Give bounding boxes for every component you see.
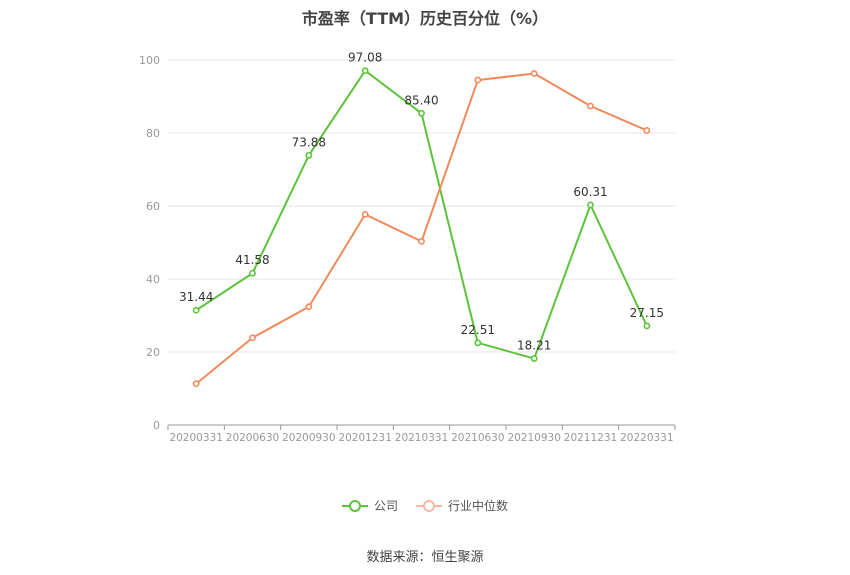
data-label-0-2: 73.88 <box>292 135 326 149</box>
data-labels: 31.44 41.58 73.88 97.08 85.40 22.51 18.21 60.31… <box>179 51 664 353</box>
series-1-point-0 <box>192 380 200 388</box>
data-label-0-4: 85.40 <box>404 93 438 107</box>
series-1-point-2 <box>305 303 313 311</box>
data-label-0-8: 27.15 <box>630 306 664 320</box>
series-1-point-5 <box>474 76 482 84</box>
series-line-1 <box>195 72 648 385</box>
chart-title: 市盈率（TTM）历史百分位（%） <box>301 9 549 28</box>
series-0-point-7 <box>587 201 594 209</box>
y-tick-label-20: 20 <box>146 346 160 359</box>
x-tick-label-20200630: 20200630 <box>226 432 279 444</box>
series-1-point-3 <box>361 210 369 218</box>
series-0-point-8 <box>643 322 651 330</box>
data-source: 数据来源：恒生聚源 <box>366 550 484 565</box>
series-0-point-6 <box>530 355 538 362</box>
y-tick-label-60: 60 <box>146 200 160 213</box>
y-tick-label-80: 80 <box>146 127 160 140</box>
x-axis: 20200331 20200630 20200930 20201231 20210331… <box>167 424 676 444</box>
series-1-point-1 <box>249 334 256 342</box>
data-label-0-0: 31.44 <box>179 290 213 304</box>
series-1-point-8 <box>643 127 651 134</box>
data-label-0-1: 41.58 <box>235 253 269 267</box>
series-0-point-2 <box>305 151 313 159</box>
x-tick-label-20211231: 20211231 <box>564 432 617 444</box>
legend-swatch-industry-median <box>416 499 442 513</box>
series-0-point-1 <box>249 269 256 277</box>
legend-item-industry-median[interactable]: 行业中位数 <box>416 497 508 514</box>
series-0-point-5 <box>474 339 482 347</box>
x-tick-label-20210630: 20210630 <box>451 432 504 444</box>
y-tick-label-100: 100 <box>139 54 160 67</box>
legend-item-company[interactable]: 公司 <box>341 497 398 514</box>
legend-swatch-company <box>341 499 368 513</box>
legend-label-company: 公司 <box>373 499 398 513</box>
series-1-point-4 <box>418 238 425 245</box>
data-label-0-7: 60.31 <box>573 185 607 199</box>
series-layer <box>192 67 651 388</box>
legend-label-industry-median: 行业中位数 <box>448 499 509 513</box>
y-tick-label-40: 40 <box>146 273 160 286</box>
series-0-point-3 <box>361 67 369 75</box>
data-label-0-5: 22.51 <box>461 323 495 337</box>
data-label-0-3: 97.08 <box>348 51 382 65</box>
x-tick-label-20201231: 20201231 <box>338 432 391 444</box>
series-0-point-0 <box>192 306 200 314</box>
x-tick-label-20200930: 20200930 <box>282 432 335 444</box>
x-tick-label-20200331: 20200331 <box>169 432 222 444</box>
series-0-point-4 <box>418 109 425 117</box>
x-tick-label-20220331: 20220331 <box>620 432 673 444</box>
series-1-point-6 <box>530 70 538 77</box>
x-tick-label-20210930: 20210930 <box>507 432 560 444</box>
y-axis: 0 20 40 60 80 100 <box>139 54 160 432</box>
y-tick-label-0: 0 <box>153 419 160 432</box>
data-label-0-6: 18.21 <box>517 339 551 353</box>
series-1-point-7 <box>587 102 594 110</box>
x-tick-label-20210331: 20210331 <box>395 432 448 444</box>
legend: 公司 行业中位数 <box>0 497 850 514</box>
